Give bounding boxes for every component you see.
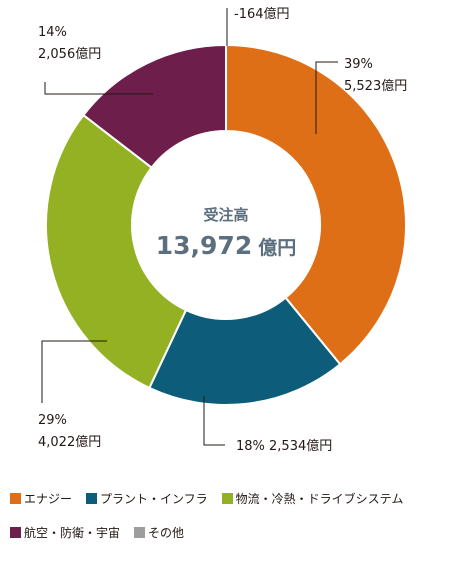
legend-label: その他 — [148, 525, 185, 540]
center-value: 13,972 — [156, 231, 252, 260]
legend-item-logistics: 物流・冷熱・ドライブシステム — [221, 490, 404, 507]
slice-labels: 39% 5,523億円 18% 2,534億円 29% 4,022億円 14% 2,056億… — [38, 6, 407, 454]
donut-slice — [82, 43, 227, 170]
legend-swatch — [86, 492, 98, 504]
leader-lines — [41, 8, 338, 446]
leader-line — [41, 340, 107, 403]
legend-label: 航空・防衛・宇宙 — [24, 525, 121, 540]
legend-swatch — [221, 492, 233, 504]
legend-row-2: 航空・防衛・宇宙 その他 — [10, 521, 450, 543]
logistics-value-label: 4,022億円 — [38, 434, 101, 450]
donut-slices — [45, 43, 407, 406]
donut-slice — [148, 296, 342, 406]
donut-slice — [45, 113, 188, 390]
aerospace-value-label: 2,056億円 — [38, 46, 101, 62]
legend-label: プラント・インフラ — [100, 491, 208, 506]
legend: エナジー プラント・インフラ 物流・冷熱・ドライブシステム 航空・防衛・宇宙 そ… — [10, 487, 450, 543]
donut-slice — [225, 43, 407, 366]
leader-line — [44, 82, 153, 95]
center-unit: 億円 — [258, 236, 296, 259]
legend-label: 物流・冷熱・ドライブシステム — [235, 491, 404, 506]
energy-percent-label: 39% — [344, 57, 373, 72]
legend-item-energy: エナジー — [10, 490, 72, 507]
leader-line — [203, 396, 225, 446]
legend-swatch — [10, 526, 21, 538]
other-value-label: -164億円 — [234, 6, 290, 22]
energy-value-label: 5,523億円 — [344, 78, 407, 94]
leader-line — [315, 61, 338, 134]
center-total: 13,972 億円 — [156, 231, 297, 260]
legend-row-1: エナジー プラント・インフラ 物流・冷熱・ドライブシステム — [10, 487, 450, 509]
aerospace-percent-label: 14% — [38, 25, 67, 40]
legend-item-other: その他 — [134, 524, 184, 541]
center-title: 受注高 — [203, 206, 248, 224]
plant-infra-label: 18% 2,534億円 — [236, 438, 332, 454]
logistics-percent-label: 29% — [38, 413, 67, 428]
legend-swatch — [10, 492, 21, 504]
legend-swatch — [134, 526, 146, 538]
legend-label: エナジー — [24, 491, 73, 506]
legend-item-aerospace: 航空・防衛・宇宙 — [10, 524, 120, 541]
legend-item-plant-infra: プラント・インフラ — [86, 490, 208, 507]
